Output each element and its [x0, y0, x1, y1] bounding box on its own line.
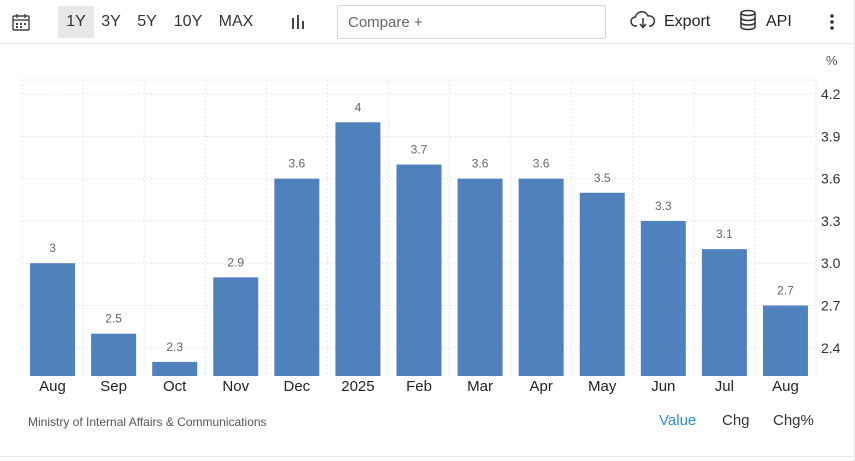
y-tick-label: 3.6 — [821, 171, 841, 187]
y-tick-label: 3.3 — [821, 213, 841, 229]
x-category-label: Dec — [284, 378, 311, 395]
x-category-label: 2025 — [341, 378, 374, 395]
data-labels: 3 2.5 2.3 2.9 3.6 4 3.7 3.6 3.6 3.5 3.3 3.1 2.7 — [49, 100, 794, 354]
x-axis-categories: Aug Sep Oct Nov Dec 2025 Feb Mar Apr May Jun Jul Aug — [39, 378, 799, 395]
source-label: Ministry of Internal Affairs & Communica… — [28, 415, 267, 429]
data-label: 2.3 — [166, 340, 183, 354]
y-tick-label: 4.2 — [821, 86, 841, 102]
tab-chg[interactable]: Chg — [722, 412, 750, 429]
x-category-label: May — [588, 378, 617, 395]
bar[interactable] — [152, 361, 198, 376]
bar[interactable] — [762, 305, 808, 376]
bar-chart-icon[interactable] — [283, 6, 313, 38]
x-category-label: Mar — [467, 378, 493, 395]
data-label: 3.1 — [716, 227, 733, 241]
y-tick-label: 3.0 — [821, 255, 841, 271]
compare-input[interactable] — [337, 5, 606, 39]
x-category-label: Jun — [651, 378, 675, 395]
range-max-button[interactable]: MAX — [218, 13, 254, 30]
bar[interactable] — [640, 220, 686, 376]
data-label: 3 — [49, 241, 56, 255]
range-5y-button[interactable]: 5Y — [137, 13, 157, 30]
export-label: Export — [664, 13, 711, 30]
calendar-icon[interactable] — [4, 6, 38, 38]
x-category-label: Nov — [222, 378, 249, 395]
bar-chart: 32.52.32.93.643.73.6 3.63.53.33.12.7 2.42… — [21, 79, 841, 395]
bar[interactable] — [701, 249, 747, 376]
y-tick-label: 2.7 — [821, 298, 841, 314]
y-tick-label: 2.4 — [821, 340, 841, 356]
data-label: 3.7 — [411, 143, 428, 157]
x-category-label: Aug — [39, 378, 66, 395]
data-label: 3.6 — [472, 157, 489, 171]
data-label: 4 — [355, 100, 362, 114]
unit-label: % — [826, 53, 838, 68]
bar[interactable] — [579, 192, 625, 376]
bar[interactable] — [396, 164, 442, 376]
api-button[interactable]: API — [738, 6, 792, 38]
x-category-label: Aug — [772, 378, 799, 395]
bar[interactable] — [91, 333, 137, 376]
bar[interactable] — [518, 178, 564, 376]
api-label: API — [766, 13, 792, 30]
data-label: 2.5 — [105, 312, 122, 326]
tab-chg-percent[interactable]: Chg% — [773, 412, 814, 429]
x-category-label: Sep — [100, 378, 127, 395]
bar[interactable] — [457, 178, 503, 376]
bar[interactable] — [335, 122, 381, 377]
x-category-label: Oct — [163, 378, 187, 395]
x-category-label: Apr — [529, 378, 552, 395]
y-axis-ticks: 2.4 2.7 3.0 3.3 3.6 3.9 4.2 — [821, 86, 841, 356]
data-label: 3.6 — [533, 157, 550, 171]
tab-value[interactable]: Value — [659, 412, 697, 429]
bar[interactable] — [274, 178, 320, 376]
data-label: 2.7 — [777, 284, 794, 298]
database-icon — [738, 9, 758, 36]
data-label: 3.5 — [594, 171, 611, 185]
vertical-dots-icon[interactable] — [822, 6, 842, 38]
range-3y-button[interactable]: 3Y — [101, 13, 121, 30]
export-button[interactable]: Export — [630, 6, 710, 38]
bar[interactable] — [30, 263, 76, 376]
cloud-download-icon — [630, 10, 656, 35]
bars — [30, 122, 808, 377]
range-1y-button[interactable]: 1Y — [58, 6, 94, 38]
data-label: 2.9 — [227, 255, 244, 269]
bar[interactable] — [213, 277, 259, 376]
range-10y-button[interactable]: 10Y — [173, 13, 203, 30]
y-tick-label: 3.9 — [821, 128, 841, 144]
data-label: 3.3 — [655, 199, 672, 213]
bottom-divider — [0, 456, 852, 457]
x-category-label: Jul — [715, 378, 734, 395]
data-label: 3.6 — [289, 157, 306, 171]
x-category-label: Feb — [406, 378, 432, 395]
toolbar: 1Y 3Y 5Y 10Y MAX Export — [0, 0, 852, 44]
